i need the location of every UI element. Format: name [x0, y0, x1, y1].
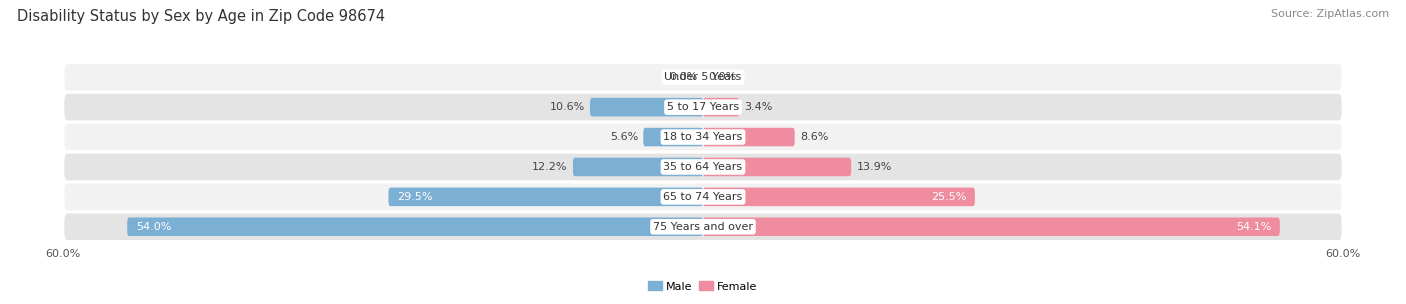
FancyBboxPatch shape [63, 93, 1343, 122]
FancyBboxPatch shape [703, 188, 974, 206]
Text: 25.5%: 25.5% [931, 192, 966, 202]
Text: 29.5%: 29.5% [396, 192, 433, 202]
Text: Source: ZipAtlas.com: Source: ZipAtlas.com [1271, 9, 1389, 19]
Text: 5.6%: 5.6% [610, 132, 638, 142]
FancyBboxPatch shape [703, 217, 1279, 236]
Legend: Male, Female: Male, Female [644, 277, 762, 296]
FancyBboxPatch shape [63, 123, 1343, 151]
FancyBboxPatch shape [703, 128, 794, 146]
FancyBboxPatch shape [644, 128, 703, 146]
FancyBboxPatch shape [63, 212, 1343, 241]
FancyBboxPatch shape [703, 158, 851, 176]
Text: 8.6%: 8.6% [800, 132, 828, 142]
Text: 54.0%: 54.0% [136, 222, 172, 232]
Text: 75 Years and over: 75 Years and over [652, 222, 754, 232]
FancyBboxPatch shape [63, 153, 1343, 181]
Text: Disability Status by Sex by Age in Zip Code 98674: Disability Status by Sex by Age in Zip C… [17, 9, 385, 24]
Text: 65 to 74 Years: 65 to 74 Years [664, 192, 742, 202]
FancyBboxPatch shape [388, 188, 703, 206]
Text: 54.1%: 54.1% [1236, 222, 1271, 232]
FancyBboxPatch shape [63, 63, 1343, 92]
Text: 35 to 64 Years: 35 to 64 Years [664, 162, 742, 172]
FancyBboxPatch shape [703, 98, 740, 116]
Text: Under 5 Years: Under 5 Years [665, 72, 741, 82]
Text: 18 to 34 Years: 18 to 34 Years [664, 132, 742, 142]
Text: 0.0%: 0.0% [709, 72, 737, 82]
FancyBboxPatch shape [572, 158, 703, 176]
Text: 0.0%: 0.0% [669, 72, 697, 82]
FancyBboxPatch shape [591, 98, 703, 116]
Text: 3.4%: 3.4% [745, 102, 773, 112]
FancyBboxPatch shape [127, 217, 703, 236]
Text: 5 to 17 Years: 5 to 17 Years [666, 102, 740, 112]
Text: 10.6%: 10.6% [550, 102, 585, 112]
Text: 13.9%: 13.9% [856, 162, 891, 172]
Text: 12.2%: 12.2% [531, 162, 568, 172]
FancyBboxPatch shape [63, 182, 1343, 211]
